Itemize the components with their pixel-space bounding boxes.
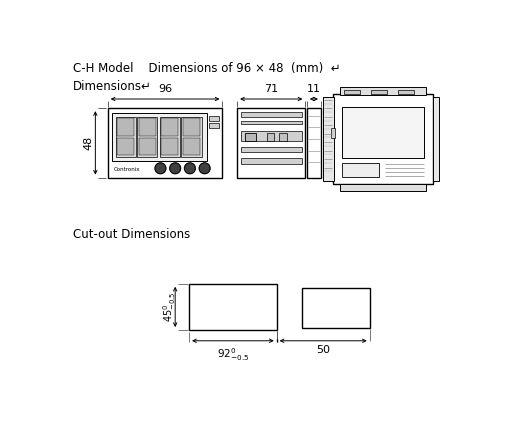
- Bar: [340, 184, 426, 191]
- Bar: [189, 284, 277, 330]
- Text: $45^{0}_{-0.5}$: $45^{0}_{-0.5}$: [162, 292, 178, 322]
- Text: Cut-out Dimensions: Cut-out Dimensions: [73, 228, 190, 242]
- Bar: [241, 158, 302, 164]
- Bar: [241, 112, 302, 117]
- Text: 50: 50: [316, 345, 330, 355]
- Text: 11: 11: [307, 84, 321, 94]
- Bar: [371, 90, 387, 95]
- Circle shape: [155, 163, 166, 174]
- Circle shape: [170, 163, 181, 174]
- Bar: [117, 118, 134, 136]
- Bar: [241, 121, 302, 125]
- Bar: [117, 137, 134, 155]
- Bar: [139, 137, 156, 155]
- Bar: [237, 108, 305, 177]
- Bar: [241, 147, 302, 152]
- Bar: [344, 90, 359, 95]
- Text: 71: 71: [264, 84, 278, 94]
- Bar: [137, 117, 157, 157]
- Circle shape: [199, 163, 210, 174]
- Bar: [159, 117, 180, 157]
- Bar: [108, 108, 222, 177]
- Bar: [183, 118, 200, 136]
- Bar: [433, 98, 439, 181]
- Bar: [161, 137, 178, 155]
- Bar: [399, 90, 414, 95]
- Bar: [332, 94, 433, 184]
- Bar: [113, 113, 207, 161]
- Circle shape: [184, 163, 195, 174]
- Bar: [267, 133, 275, 141]
- Text: C-H Model    Dimensions of 96 × 48  (mm)  ↵: C-H Model Dimensions of 96 × 48 (mm) ↵: [73, 62, 341, 75]
- Bar: [279, 133, 287, 141]
- Bar: [181, 117, 202, 157]
- Bar: [241, 131, 302, 141]
- Text: 48: 48: [83, 136, 93, 150]
- Bar: [307, 108, 321, 177]
- Bar: [342, 107, 424, 158]
- Bar: [208, 123, 219, 128]
- Bar: [302, 288, 370, 328]
- Text: Dimensions↵: Dimensions↵: [73, 80, 152, 93]
- Text: Contronix: Contronix: [114, 167, 141, 172]
- Bar: [342, 163, 379, 177]
- Text: $92^{0}_{-0.5}$: $92^{0}_{-0.5}$: [217, 346, 249, 363]
- Bar: [139, 118, 156, 136]
- Bar: [245, 133, 256, 141]
- Bar: [116, 117, 135, 157]
- Bar: [208, 116, 219, 121]
- Bar: [323, 98, 334, 181]
- Bar: [331, 128, 335, 137]
- Bar: [340, 88, 426, 95]
- Text: 96: 96: [158, 84, 172, 94]
- Bar: [161, 118, 178, 136]
- Bar: [183, 137, 200, 155]
